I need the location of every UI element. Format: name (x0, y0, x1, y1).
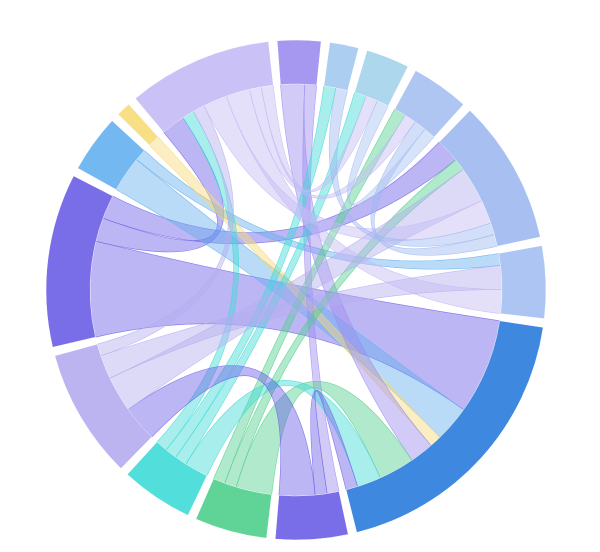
group-arc (126, 441, 208, 516)
group-arc (354, 49, 409, 107)
group-arc (117, 103, 159, 146)
group-arc (323, 42, 359, 91)
group-arc (394, 70, 464, 138)
group-arc (498, 245, 547, 319)
group-arc (45, 175, 114, 348)
chords (89, 83, 503, 497)
group-arc (195, 478, 272, 539)
group-arc (438, 110, 541, 247)
group-arc (134, 41, 274, 133)
group-arc (276, 39, 322, 86)
group-arcs (45, 39, 547, 541)
group-arc (77, 120, 145, 190)
chord (235, 381, 413, 495)
group-arc (54, 343, 153, 469)
group-arc (274, 491, 349, 541)
